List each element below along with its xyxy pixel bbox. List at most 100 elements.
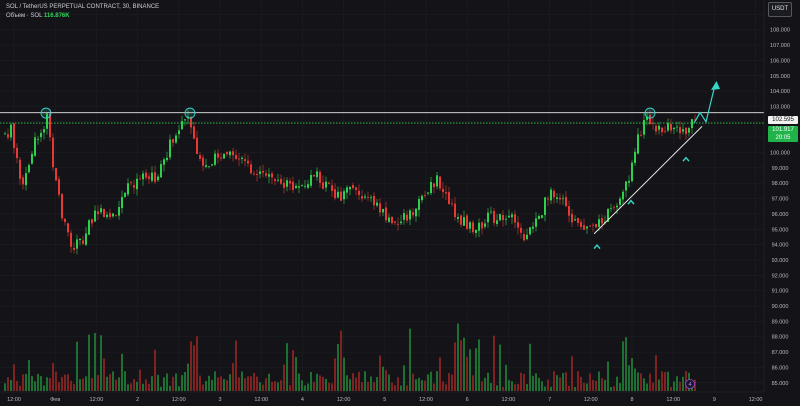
volume-bar (274, 381, 276, 391)
volume-bar (436, 371, 438, 391)
candle-body (427, 192, 429, 194)
volume-bar (496, 385, 498, 391)
candle-body (538, 215, 540, 220)
volume-bar (325, 378, 327, 391)
volume-bar (424, 380, 426, 391)
candle-body (226, 151, 228, 155)
volume-bar (217, 377, 219, 391)
candle-body (148, 176, 150, 179)
candle-body (208, 166, 210, 168)
volume-bar (28, 360, 30, 391)
volume-bar (433, 383, 435, 391)
candle-body (433, 183, 435, 188)
resistance-touch-circles (40, 107, 656, 119)
candle-body (583, 225, 585, 230)
volume-bar (661, 371, 663, 391)
candle-body (40, 132, 42, 138)
volume-bar (592, 379, 594, 391)
volume-bar (163, 377, 165, 391)
candle-body (526, 234, 528, 240)
volume-bar (193, 345, 195, 391)
candle-body (400, 221, 402, 224)
volume-bar (271, 381, 273, 391)
volume-bar (613, 386, 615, 391)
volume-bar (115, 379, 117, 391)
price-tick-label: 92.000 (772, 273, 789, 279)
candle-body (493, 211, 495, 223)
candle-body (205, 165, 207, 167)
currency-button[interactable]: USDT (768, 2, 792, 17)
candle-body (655, 125, 657, 132)
candle-body (301, 184, 303, 186)
volume-bar (409, 328, 411, 391)
volume-bar (343, 357, 345, 391)
candle-body (502, 215, 504, 221)
volume-bar (103, 358, 105, 391)
candle-body (139, 178, 141, 180)
chevron-up-icon (627, 199, 635, 205)
candle-body (382, 208, 384, 213)
touch-circle-icon (184, 107, 196, 119)
volume-label: Объем · SOL (6, 13, 43, 19)
volume-bar (379, 355, 381, 391)
volume-bar (235, 340, 237, 391)
volume-bar (160, 386, 162, 391)
time-tick-label: 3 (218, 397, 221, 403)
volume-bar (211, 379, 213, 391)
volume-bar (280, 380, 282, 391)
volume-bar (670, 386, 672, 391)
volume-bar (238, 377, 240, 391)
time-tick-label: 7 (548, 397, 551, 403)
candle-body (586, 226, 588, 229)
symbol-title[interactable]: SOL / TetherUS PERPETUAL CONTRACT, 30, B… (6, 4, 160, 10)
volume-bar (478, 339, 480, 391)
candle-body (100, 208, 102, 213)
candle-body (346, 187, 348, 193)
candle-body (553, 190, 555, 198)
candle-body (547, 198, 549, 200)
volume-bar (289, 385, 291, 391)
volume-bar (418, 377, 420, 391)
candle-body (667, 123, 669, 131)
candle-body (457, 217, 459, 219)
volume-bar (658, 379, 660, 391)
candle-body (49, 113, 51, 138)
volume-bar (202, 384, 204, 391)
candle-body (439, 176, 441, 189)
support-trendline (593, 126, 703, 235)
time-tick-label: 9 (713, 397, 716, 403)
candle-body (43, 129, 45, 133)
candle-body (409, 210, 411, 220)
touch-circle-icon (40, 107, 52, 119)
volume-bar (643, 378, 645, 391)
candle-body (412, 212, 414, 216)
volume-legend[interactable]: Объем · SOL 116.876K (6, 12, 159, 21)
volume-bar (229, 374, 231, 391)
candle-body (541, 215, 543, 218)
volume-bar (268, 373, 270, 391)
volume-bar (127, 384, 129, 391)
candle-body (448, 192, 450, 205)
volume-bar (262, 384, 264, 391)
volume-bar (76, 341, 78, 391)
event-marker-label: 4 (688, 382, 691, 388)
candle-body (331, 185, 333, 191)
volume-bar (52, 362, 54, 391)
volume-value: 116.876K (43, 13, 70, 19)
volume-bar (22, 374, 24, 391)
volume-bar (58, 382, 60, 391)
candle-body (358, 190, 360, 195)
candle-body (379, 203, 381, 213)
candle-body (634, 151, 636, 164)
candle-body (157, 176, 159, 181)
candle-body (391, 216, 393, 224)
volume-bar (574, 386, 576, 391)
volume-bar (88, 334, 90, 391)
volume-bar (463, 337, 465, 391)
volume-bar (514, 384, 516, 391)
candle-body (238, 158, 240, 160)
time-tick-label: 12:00 (254, 397, 268, 403)
candle-body (289, 180, 291, 184)
candle-body (484, 223, 486, 227)
